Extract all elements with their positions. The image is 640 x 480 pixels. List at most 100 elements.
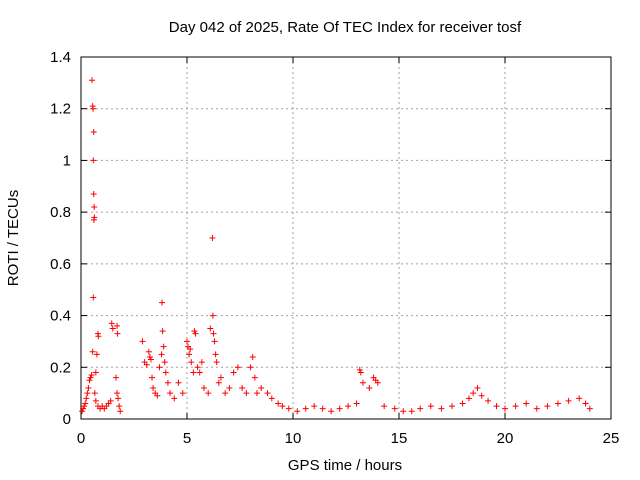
data-point <box>565 397 572 404</box>
data-point <box>158 351 165 358</box>
data-point <box>359 379 366 386</box>
data-point <box>194 364 201 371</box>
data-point <box>328 408 335 415</box>
data-point <box>161 359 168 366</box>
x-tick-label: 15 <box>391 430 408 447</box>
y-tick-label: 0.8 <box>50 204 71 221</box>
data-point <box>268 395 275 402</box>
data-point <box>533 405 540 412</box>
data-point <box>374 379 381 386</box>
data-point <box>158 299 165 306</box>
data-point <box>234 364 241 371</box>
data-point <box>485 397 492 404</box>
data-point <box>247 364 254 371</box>
data-point <box>251 374 258 381</box>
axis-ticks: 0 5 10 15 20 25 0 0.2 0.4 0.6 0.8 1 1.2 1.4 <box>50 49 619 447</box>
data-point <box>512 403 519 410</box>
data-point <box>91 203 98 210</box>
x-tick-label: 25 <box>603 430 620 447</box>
data-point <box>345 403 352 410</box>
data-point <box>92 397 99 404</box>
data-point <box>190 369 197 376</box>
y-tick-label: 0.6 <box>50 256 71 273</box>
data-point <box>82 400 89 407</box>
data-point <box>90 128 97 135</box>
data-point <box>319 405 326 412</box>
data-point <box>366 384 373 391</box>
data-point <box>109 325 116 332</box>
data-point <box>213 359 220 366</box>
data-point <box>258 384 265 391</box>
chart-title: Day 042 of 2025, Rate Of TEC Index for r… <box>169 19 522 36</box>
data-point <box>294 408 301 415</box>
y-axis-label: ROTI / TECUs <box>5 190 22 286</box>
data-point <box>207 325 214 332</box>
data-point <box>353 400 360 407</box>
data-point <box>179 390 186 397</box>
data-point <box>400 408 407 415</box>
data-point <box>116 403 123 410</box>
data-point <box>264 390 271 397</box>
data-point <box>427 403 434 410</box>
data-point <box>95 333 102 340</box>
data-point <box>449 403 455 410</box>
x-tick-label: 20 <box>497 430 514 447</box>
y-tick-label: 1.4 <box>50 49 71 66</box>
data-point <box>249 353 256 360</box>
grid-lines <box>81 57 611 419</box>
data-point <box>117 408 124 415</box>
data-point <box>576 395 583 402</box>
data-point <box>114 390 121 397</box>
data-point <box>145 348 152 355</box>
data-point <box>86 377 93 384</box>
data-point <box>81 403 88 410</box>
data-point <box>150 384 157 391</box>
y-tick-label: 1 <box>63 152 71 169</box>
data-point <box>192 330 199 337</box>
data-point <box>210 330 217 337</box>
data-point <box>474 384 481 391</box>
data-point <box>80 405 87 412</box>
data-point <box>391 405 398 412</box>
data-point <box>187 346 194 353</box>
data-point <box>85 384 92 391</box>
data-point <box>459 400 466 407</box>
data-point <box>114 322 121 329</box>
data-point <box>162 369 169 376</box>
data-point <box>253 390 260 397</box>
data-points <box>79 77 593 415</box>
data-point <box>502 405 508 412</box>
data-point <box>90 216 97 223</box>
data-point <box>586 405 593 412</box>
data-point <box>279 403 286 410</box>
data-point <box>209 312 216 319</box>
data-point <box>90 105 97 112</box>
data-point <box>311 403 318 410</box>
y-tick-label: 0.2 <box>50 359 71 376</box>
data-point <box>88 372 95 379</box>
data-point <box>83 395 90 402</box>
data-point <box>167 390 174 397</box>
data-point <box>160 343 167 350</box>
data-point <box>164 379 171 386</box>
data-point <box>159 328 166 335</box>
data-point <box>302 405 309 412</box>
data-point <box>171 395 178 402</box>
y-tick-label: 0.4 <box>50 308 71 325</box>
data-point <box>115 395 122 402</box>
data-point <box>154 392 161 399</box>
data-point <box>89 77 96 84</box>
data-point <box>90 157 97 164</box>
data-point <box>582 400 589 407</box>
data-point <box>89 348 96 355</box>
data-point <box>79 408 86 415</box>
x-tick-label: 5 <box>183 430 191 447</box>
data-point <box>356 366 363 373</box>
x-tick-label: 0 <box>77 430 85 447</box>
data-point <box>523 400 530 407</box>
data-point <box>336 405 343 412</box>
data-point <box>417 405 424 412</box>
data-point <box>196 369 203 376</box>
data-point <box>243 390 250 397</box>
data-point <box>149 374 156 381</box>
